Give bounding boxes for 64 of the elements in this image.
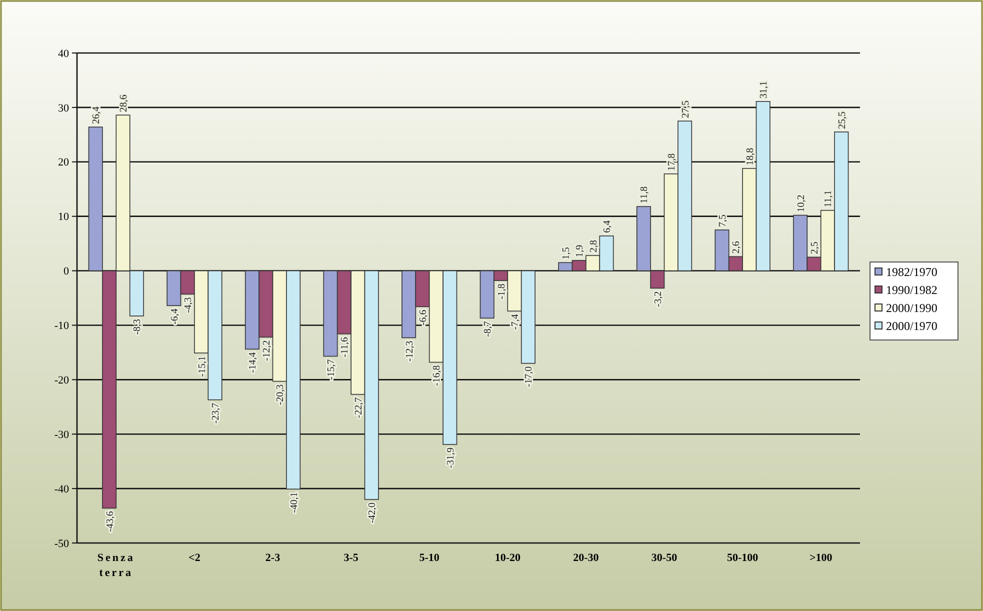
y-tick-label: -40 xyxy=(54,483,70,496)
data-label: -6,6 xyxy=(418,310,429,326)
data-label: 26,4 xyxy=(91,106,102,124)
x-tick-label: 2-3 xyxy=(265,552,281,564)
data-label: -23,7 xyxy=(210,402,222,424)
legend-label: 1990/1982 xyxy=(886,283,938,298)
y-tick-label: -30 xyxy=(54,428,70,441)
data-label: -8,7 xyxy=(482,321,494,337)
data-label: 2,8 xyxy=(588,240,600,253)
x-tick-label: 3-5 xyxy=(344,552,359,564)
data-label: 2,5 xyxy=(810,242,820,254)
data-label: -11,6 xyxy=(340,336,351,358)
data-label: 11,1 xyxy=(823,190,834,208)
y-tick-label: 20 xyxy=(58,156,70,169)
data-label: 6,4 xyxy=(602,220,614,233)
x-tick-label: >100 xyxy=(809,552,833,564)
data-label: 10,2 xyxy=(796,194,807,212)
data-label: -15,1 xyxy=(196,356,208,377)
data-label: -14,4 xyxy=(248,352,259,374)
y-tick-label: -20 xyxy=(54,374,70,387)
legend-label: 2000/1970 xyxy=(886,319,938,334)
y-tick-label: -50 xyxy=(54,538,70,550)
data-label: 7,5 xyxy=(717,214,728,227)
data-label: -16,8 xyxy=(432,365,443,386)
x-tick-label: 30-50 xyxy=(651,552,678,564)
data-label: 1,5 xyxy=(560,247,572,260)
data-label: -3,2 xyxy=(652,291,664,308)
data-label: 17,8 xyxy=(666,153,678,171)
data-label: 11,8 xyxy=(639,186,650,204)
x-tick-label: <2 xyxy=(188,552,201,564)
data-label: -7,4 xyxy=(510,314,521,330)
data-label: -12,2 xyxy=(261,340,272,362)
data-label: -42,0 xyxy=(367,502,378,524)
data-label: 1,9 xyxy=(574,244,586,258)
y-tick-label: 0 xyxy=(64,266,70,278)
y-tick-label: -10 xyxy=(54,320,70,332)
data-label: -31,9 xyxy=(445,447,456,468)
y-tick-label: 10 xyxy=(58,211,70,224)
legend-label: 2000/1990 xyxy=(886,301,938,316)
data-label: -4,3 xyxy=(183,297,194,314)
data-label: 2,6 xyxy=(731,241,742,254)
data-label: 18,8 xyxy=(744,148,756,166)
data-label: -43,6 xyxy=(104,511,116,532)
data-label: -15,7 xyxy=(326,359,337,380)
data-label: -1,8 xyxy=(496,284,508,300)
x-tick-label: 5-10 xyxy=(419,552,440,564)
data-label: -12,3 xyxy=(404,340,416,362)
x-tick-label: 10-20 xyxy=(494,552,521,564)
data-label: 28,6 xyxy=(118,94,130,112)
x-tick-label: 20-30 xyxy=(573,552,600,564)
data-label: -22,7 xyxy=(353,397,364,418)
data-label: -8,3 xyxy=(132,318,144,335)
data-label: 25,5 xyxy=(836,111,848,129)
data-label: -40,1 xyxy=(288,492,300,513)
data-label: -6,4 xyxy=(169,308,180,324)
legend-label: 1982/1970 xyxy=(886,265,938,280)
x-tick-label: 50-100 xyxy=(726,552,759,564)
x-tick-label: Senza terra xyxy=(97,552,135,579)
data-label: -20,3 xyxy=(275,384,286,406)
data-label: 31,1 xyxy=(758,80,770,98)
y-tick-label: 30 xyxy=(58,102,70,114)
data-label: 27,5 xyxy=(680,100,692,118)
data-label: -17,0 xyxy=(524,366,535,388)
y-tick-label: 40 xyxy=(58,48,70,60)
